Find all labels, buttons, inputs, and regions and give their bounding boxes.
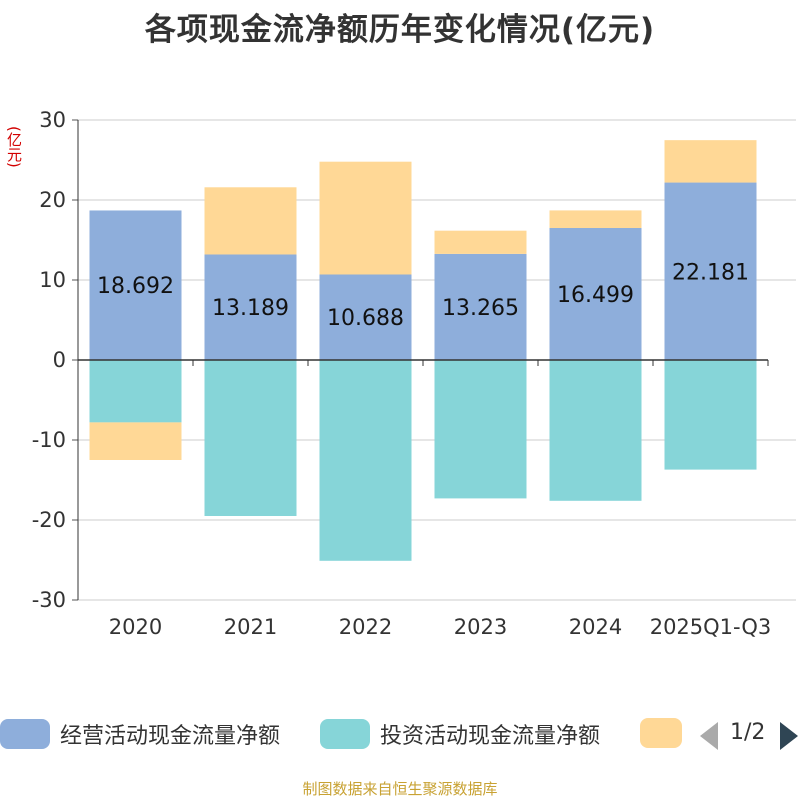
bar-series-1-2024[interactable]: [549, 360, 642, 501]
bar-series-2-2025Q1-Q3[interactable]: [664, 140, 757, 183]
legend-item-third[interactable]: [640, 718, 682, 748]
legend-item-operating[interactable]: 经营活动现金流量净额: [0, 718, 280, 750]
y-tick-label: 30: [39, 108, 66, 132]
data-label: 13.265: [442, 296, 519, 321]
legend-item-investing[interactable]: 投资活动现金流量净额: [320, 718, 600, 750]
data-label: 18.692: [97, 274, 174, 299]
x-tick-label: 2025Q1-Q3: [650, 615, 772, 639]
bar-series-2-2023[interactable]: [434, 230, 527, 254]
x-tick-label: 2020: [109, 615, 162, 639]
legend-swatch-investing: [320, 719, 370, 749]
x-tick-label: 2021: [224, 615, 277, 639]
y-tick-label: 0: [53, 348, 66, 372]
bar-series-0-2025Q1-Q3[interactable]: [664, 182, 757, 360]
bar-series-0-2021[interactable]: [204, 254, 297, 360]
legend-swatch-third: [640, 718, 682, 748]
legend-label-operating: 经营活动现金流量净额: [60, 724, 281, 749]
bar-series-1-2020[interactable]: [89, 360, 182, 423]
axes: 30 20 10 0 -10 -20 -30 2020 2021 2022 2023 2024 2025…: [32, 108, 772, 639]
legend-next-page-icon[interactable]: [780, 722, 798, 750]
bars: [89, 140, 757, 561]
bar-series-2-2022[interactable]: [319, 161, 412, 275]
y-tick-label: -30: [32, 588, 66, 612]
data-labels: 18.692 13.189 10.688 13.265 16.499 22.181: [97, 260, 749, 331]
data-source-note: 制图数据来自恒生聚源数据库: [302, 780, 498, 798]
legend: 经营活动现金流量净额 投资活动现金流量净额 1/2: [0, 712, 800, 756]
bar-series-1-2022[interactable]: [319, 360, 412, 561]
bar-chart: 30 20 10 0 -10 -20 -30 2020 2021 2022 2023 2024 2025…: [32, 108, 796, 639]
bar-series-2-2024[interactable]: [549, 210, 642, 229]
data-label: 22.181: [672, 260, 749, 285]
bar-series-0-2022[interactable]: [319, 274, 412, 360]
data-label: 16.499: [557, 283, 634, 308]
x-tick-label: 2022: [339, 615, 392, 639]
bar-series-0-2023[interactable]: [434, 253, 527, 360]
y-tick-label: -10: [32, 428, 66, 452]
bar-series-1-2025Q1-Q3[interactable]: [664, 360, 757, 470]
y-tick-label: 10: [39, 268, 66, 292]
chart-title: 各项现金流净额历年变化情况(亿元): [144, 12, 656, 48]
bar-series-1-2021[interactable]: [204, 360, 297, 516]
legend-page-indicator: 1/2: [730, 720, 766, 745]
bar-series-0-2024[interactable]: [549, 228, 642, 360]
bar-series-2-2020[interactable]: [89, 422, 182, 460]
y-tick-label: 20: [39, 188, 66, 212]
legend-swatch-operating: [0, 719, 50, 749]
data-label: 13.189: [212, 296, 289, 321]
x-tick-label: 2023: [454, 615, 507, 639]
bar-series-2-2021[interactable]: [204, 187, 297, 255]
data-label: 10.688: [327, 306, 404, 331]
y-axis-unit-label: (亿元): [5, 126, 23, 168]
bar-series-0-2020[interactable]: [89, 210, 182, 360]
bar-series-1-2023[interactable]: [434, 360, 527, 499]
y-tick-label: -20: [32, 508, 66, 532]
legend-label-investing: 投资活动现金流量净额: [380, 724, 601, 749]
legend-prev-page-icon[interactable]: [700, 722, 718, 750]
x-tick-label: 2024: [569, 615, 622, 639]
